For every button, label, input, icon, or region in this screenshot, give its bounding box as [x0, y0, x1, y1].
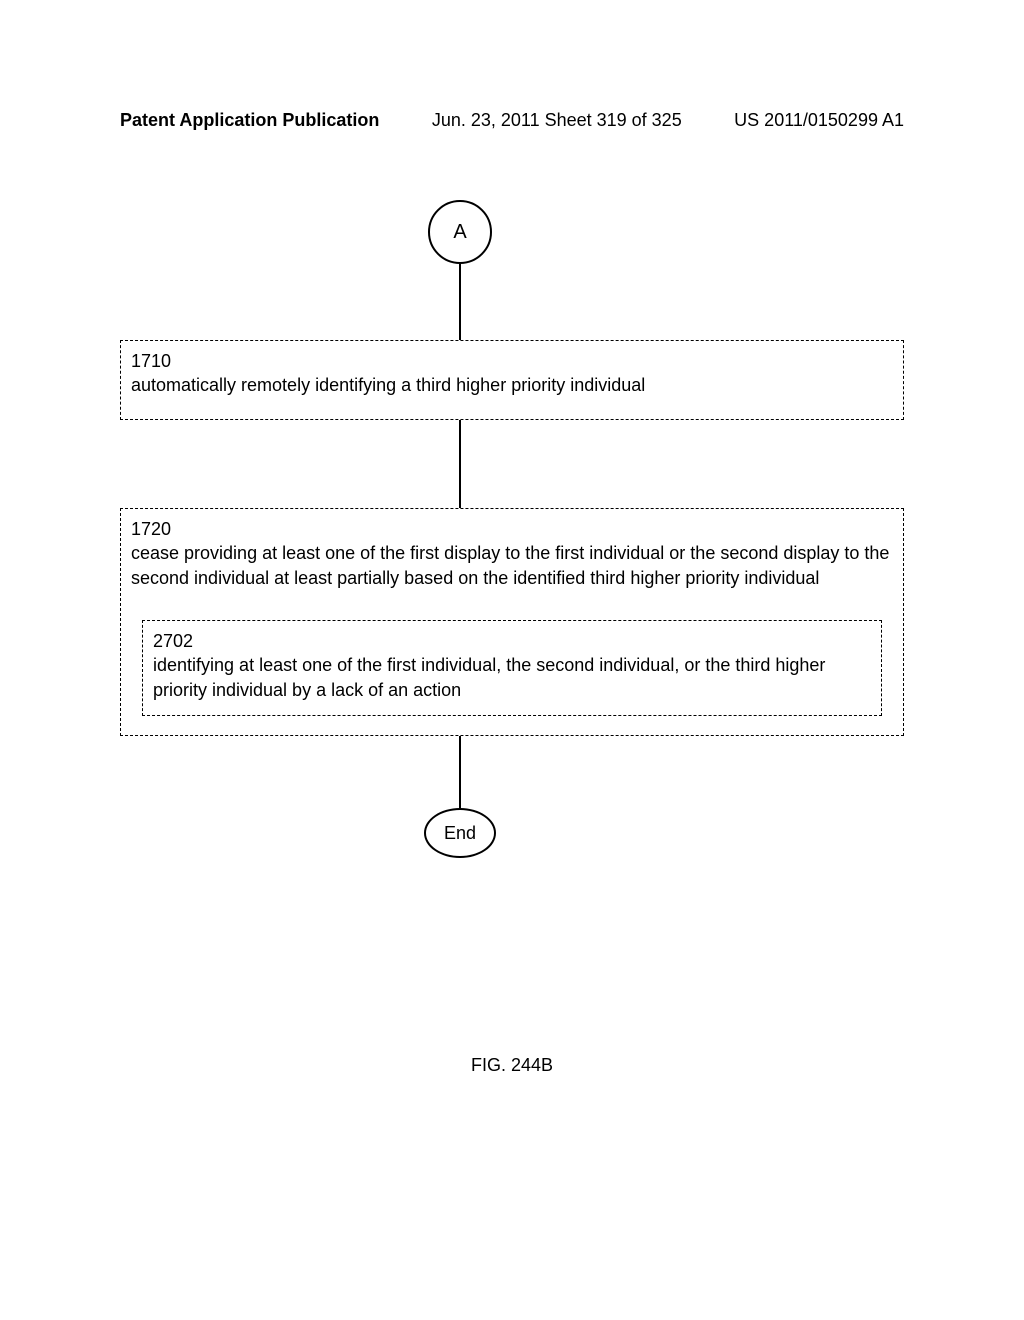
step-1720-text: cease providing at least one of the firs… — [131, 543, 889, 587]
flow-line-1710-to-1720 — [459, 420, 461, 508]
connector-end: End — [424, 808, 496, 858]
step-2702-text: identifying at least one of the first in… — [153, 655, 825, 699]
step-2702: 2702 identifying at least one of the fir… — [142, 620, 882, 716]
step-1710-text: automatically remotely identifying a thi… — [131, 375, 645, 395]
flow-line-1720-to-end — [459, 736, 461, 808]
connector-a-label: A — [453, 221, 466, 244]
flow-line-a-to-1710 — [459, 264, 461, 340]
step-2702-num: 2702 — [153, 629, 871, 653]
page-header: Patent Application Publication Jun. 23, … — [0, 110, 1024, 131]
step-1720-num: 1720 — [131, 517, 893, 541]
step-1710-num: 1710 — [131, 349, 893, 373]
connector-a: A — [428, 200, 492, 264]
header-center: Jun. 23, 2011 Sheet 319 of 325 — [432, 110, 682, 131]
step-1710: 1710 automatically remotely identifying … — [120, 340, 904, 420]
header-left: Patent Application Publication — [120, 110, 379, 131]
connector-end-label: End — [444, 823, 476, 844]
figure-label: FIG. 244B — [0, 1055, 1024, 1076]
header-right: US 2011/0150299 A1 — [734, 110, 904, 131]
